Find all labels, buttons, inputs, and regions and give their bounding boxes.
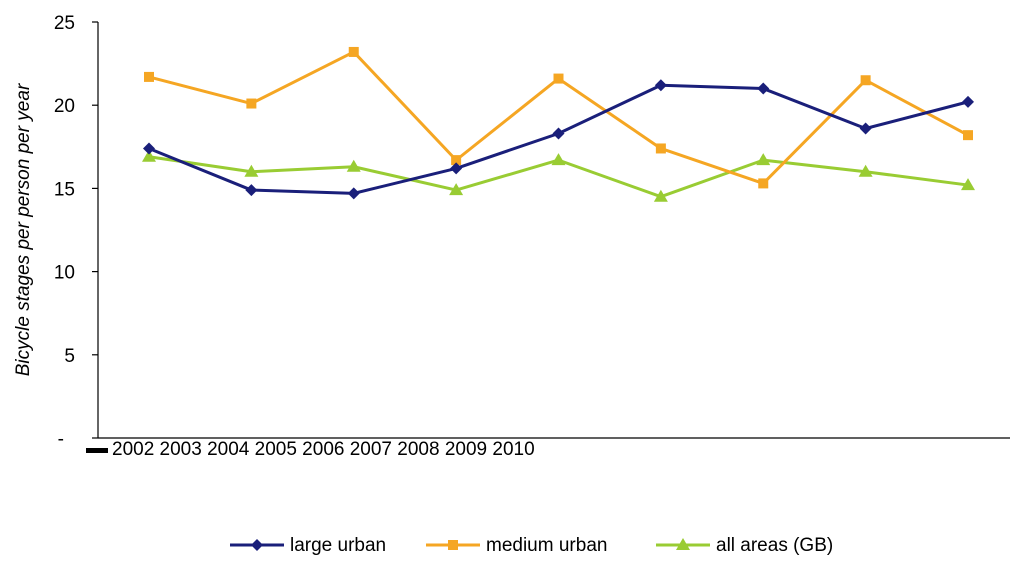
legend: large urban medium urban all areas (GB) xyxy=(230,535,833,556)
legend-swatch-marker xyxy=(676,538,690,550)
y-tick-label: 5 xyxy=(64,346,75,367)
data-point xyxy=(451,155,462,166)
data-point xyxy=(858,164,873,177)
data-point xyxy=(860,75,871,86)
axes xyxy=(86,22,1010,453)
data-point xyxy=(450,162,463,175)
data-point xyxy=(859,122,872,135)
legend-label: medium urban xyxy=(486,535,607,556)
data-point xyxy=(245,184,258,197)
y-tick-label: 10 xyxy=(54,263,75,284)
data-point xyxy=(348,46,359,57)
legend-label: large urban xyxy=(290,535,386,556)
data-point xyxy=(142,149,156,162)
data-point xyxy=(552,127,565,140)
legend-item: all areas (GB) xyxy=(656,535,833,556)
data-point xyxy=(654,79,667,92)
series-triangle xyxy=(142,149,975,202)
data-point xyxy=(144,71,154,82)
data-point xyxy=(244,164,259,177)
data-point xyxy=(347,187,360,200)
data-point xyxy=(756,153,771,166)
data-point xyxy=(757,82,770,95)
data-point xyxy=(655,143,666,154)
y-tick-label: - xyxy=(58,429,64,450)
data-point xyxy=(346,159,361,172)
data-point xyxy=(143,142,155,155)
data-point xyxy=(961,178,975,191)
legend-item: medium urban xyxy=(426,535,607,556)
legend-swatch-marker xyxy=(448,540,458,550)
data-point xyxy=(963,130,973,141)
series-diamond xyxy=(143,79,974,200)
x-axis-origin-mark xyxy=(86,448,108,453)
series-layer xyxy=(142,46,975,202)
data-point xyxy=(553,73,564,84)
data-point xyxy=(758,178,769,189)
y-ticks: - 5 10 15 20 25 xyxy=(54,13,98,450)
y-axis-label: Bicycle stages per person per year xyxy=(13,83,34,376)
y-tick-label: 20 xyxy=(54,96,75,117)
legend-item: large urban xyxy=(230,535,386,556)
y-tick-label: 25 xyxy=(54,13,75,34)
data-point xyxy=(653,189,668,202)
data-point xyxy=(962,95,974,108)
legend-swatch-marker xyxy=(251,539,263,551)
series-square xyxy=(144,46,973,189)
y-tick-label: 15 xyxy=(54,179,75,200)
legend-label: all areas (GB) xyxy=(716,535,833,556)
data-point xyxy=(449,183,464,196)
data-point xyxy=(246,98,257,109)
data-point xyxy=(551,153,566,166)
x-tick-labels: 2002 2003 2004 2005 2006 2007 2008 2009 … xyxy=(112,439,535,460)
